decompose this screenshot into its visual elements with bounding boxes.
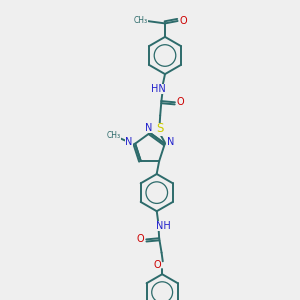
Text: O: O xyxy=(153,260,161,270)
Text: CH₃: CH₃ xyxy=(134,16,148,25)
Text: NH: NH xyxy=(156,220,171,231)
Text: N: N xyxy=(167,137,174,148)
Text: O: O xyxy=(179,16,187,26)
Text: S: S xyxy=(156,122,163,136)
Text: CH₃: CH₃ xyxy=(107,131,121,140)
Text: HN: HN xyxy=(151,84,166,94)
Text: N: N xyxy=(125,137,133,148)
Text: N: N xyxy=(145,123,152,133)
Text: O: O xyxy=(137,234,144,244)
Text: O: O xyxy=(176,97,184,107)
